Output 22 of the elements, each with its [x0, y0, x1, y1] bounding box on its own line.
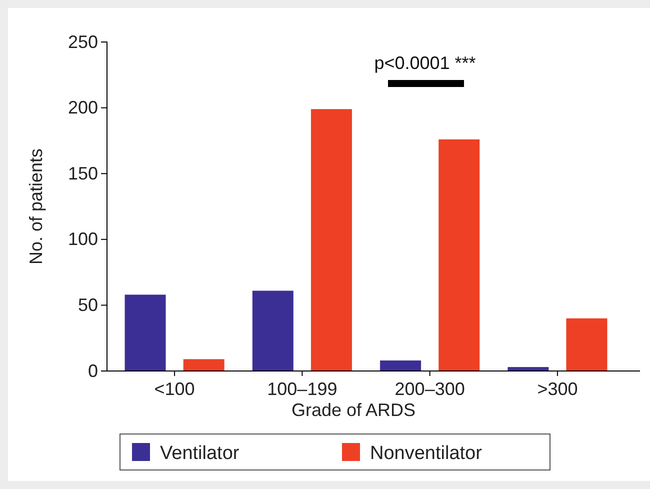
x-tick-label: 100–199	[267, 379, 338, 400]
bar	[252, 290, 294, 371]
x-tick-label: >300	[537, 379, 578, 400]
x-tick-label: 200–300	[394, 379, 465, 400]
bar	[310, 109, 352, 371]
y-tick-label: 200	[68, 98, 98, 118]
y-tick-label: 50	[78, 294, 98, 315]
bar	[566, 318, 608, 371]
y-tick-label: 250	[68, 32, 98, 52]
legend-label: Nonventilator	[370, 443, 483, 464]
x-tick-label: <100	[154, 379, 195, 400]
annotation: p<0.0001 ***	[374, 53, 476, 73]
bar	[124, 294, 166, 371]
y-axis-title: No. of patients	[26, 148, 46, 265]
bar	[438, 139, 480, 371]
y-tick-label: 100	[68, 229, 98, 250]
bar	[183, 359, 224, 371]
y-tick-label: 0	[88, 360, 98, 381]
bar	[380, 360, 422, 371]
x-axis-title: Grade of ARDS	[291, 400, 416, 420]
y-tick-label: 150	[68, 163, 98, 184]
legend-label: Ventilator	[160, 443, 240, 464]
